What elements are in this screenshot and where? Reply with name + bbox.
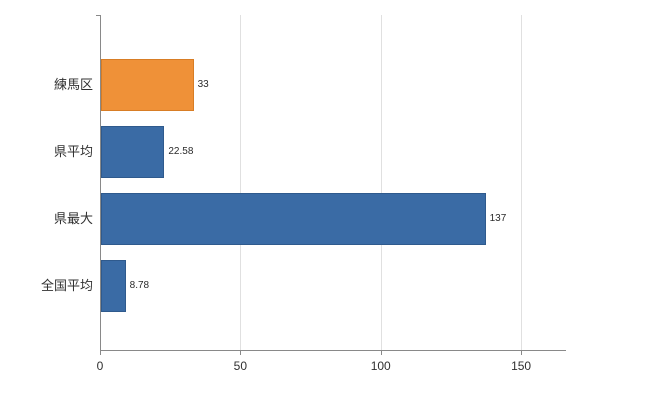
bar-4	[101, 260, 126, 312]
grid-line	[521, 15, 523, 350]
category-label: 県最大	[53, 211, 93, 226]
x-axis-line	[100, 350, 566, 351]
bar-3	[101, 193, 486, 245]
bar-value-label: 22.58	[168, 146, 194, 157]
y-axis-top-tick	[96, 15, 101, 16]
x-axis-tick-label: 50	[233, 359, 248, 373]
x-axis-tick-label: 150	[511, 359, 532, 373]
x-axis-tick	[521, 350, 523, 355]
bar-value-label: 137	[489, 213, 507, 224]
bar-2	[101, 126, 165, 178]
grid-line	[380, 15, 382, 350]
x-axis-tick	[240, 350, 242, 355]
bar-value-label: 33	[197, 79, 209, 90]
category-label: 県平均	[53, 144, 93, 159]
bar-value-label: 8.78	[129, 280, 150, 291]
bar-1	[101, 59, 194, 111]
category-label: 全国平均	[40, 278, 93, 293]
x-axis-tick	[100, 350, 101, 355]
x-axis-tick-label: 100	[370, 359, 391, 373]
category-label: 練馬区	[53, 77, 93, 92]
grid-line	[240, 15, 242, 350]
x-axis-tick	[380, 350, 382, 355]
x-axis-tick-label: 0	[96, 359, 104, 373]
y-axis-line	[100, 15, 101, 351]
